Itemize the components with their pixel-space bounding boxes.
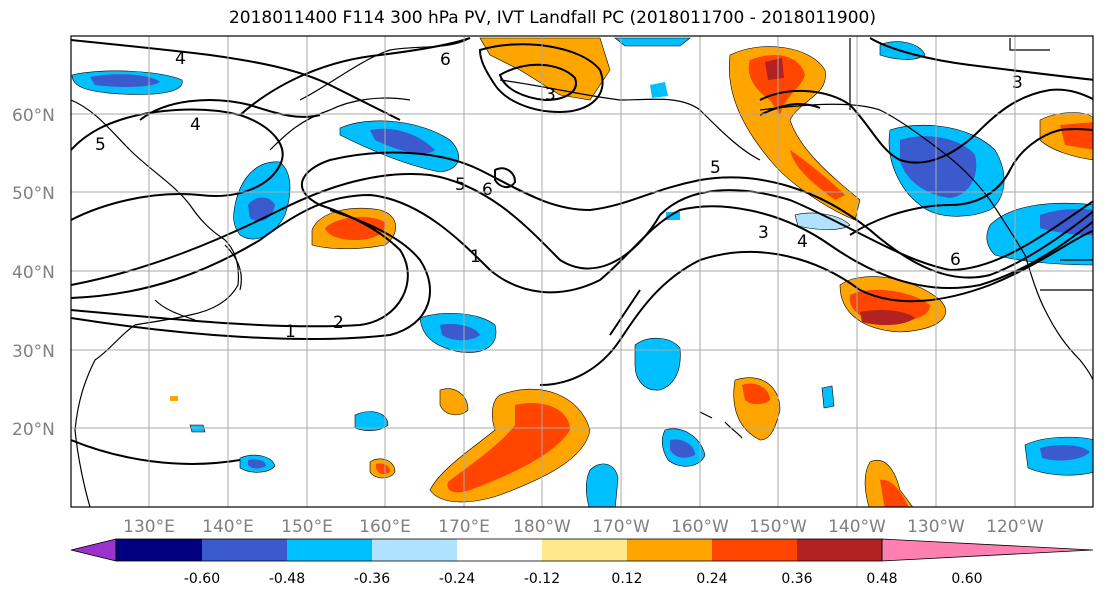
lat-label: 30°N bbox=[12, 342, 55, 362]
colorbar-tick-label: -0.36 bbox=[354, 571, 390, 587]
lon-label: 130°W bbox=[907, 517, 965, 537]
lon-label: 120°W bbox=[986, 517, 1044, 537]
lat-label: 40°N bbox=[12, 263, 55, 283]
contour-label: 6 bbox=[440, 50, 451, 70]
colorbar-extend-right bbox=[881, 538, 1094, 562]
gridlines bbox=[71, 36, 1093, 507]
colorbar-segment bbox=[202, 539, 287, 561]
contour-label: 4 bbox=[175, 49, 186, 69]
colorbar-segment bbox=[542, 539, 627, 561]
colorbar-tick-label: 0.60 bbox=[951, 571, 982, 587]
lon-label: 170°W bbox=[592, 517, 650, 537]
positive-anomaly-south bbox=[170, 377, 914, 507]
lon-label: 130°E bbox=[123, 517, 175, 537]
contour-label: 4 bbox=[190, 115, 201, 135]
lon-label: 160°W bbox=[671, 517, 729, 537]
lon-label: 140°W bbox=[828, 517, 886, 537]
contour-label: 5 bbox=[710, 158, 721, 178]
lat-label: 20°N bbox=[12, 420, 55, 440]
lon-label: 140°E bbox=[202, 517, 254, 537]
pv-contours bbox=[71, 37, 1093, 465]
negative-anomaly-north bbox=[71, 37, 1093, 266]
colorbar-tick-label: -0.60 bbox=[184, 571, 220, 587]
colorbar-tick-label: 0.12 bbox=[611, 571, 642, 587]
colorbar-segment bbox=[797, 539, 882, 561]
contour-label: 1 bbox=[470, 247, 481, 267]
plot-frame bbox=[70, 35, 1094, 508]
contour-label: 6 bbox=[482, 180, 493, 200]
contour-label: 5 bbox=[95, 135, 106, 155]
lat-label: 60°N bbox=[12, 106, 55, 126]
colorbar-segment bbox=[627, 539, 712, 561]
contour-label: 6 bbox=[950, 250, 961, 270]
contour-label: 2 bbox=[333, 313, 344, 333]
lon-label: 160°E bbox=[359, 517, 411, 537]
lon-label: 180°W bbox=[513, 517, 571, 537]
contour-label: 5 bbox=[455, 175, 466, 195]
colorbar-segment bbox=[372, 539, 457, 561]
lat-label: 50°N bbox=[12, 184, 55, 204]
contour-label: 3 bbox=[1012, 73, 1023, 93]
colorbar-segment bbox=[287, 539, 372, 561]
lon-label: 150°E bbox=[281, 517, 333, 537]
shaded-fields: 4 4 5 6 3 5 6 1 2 1 5 4 3 6 3 bbox=[71, 37, 1093, 507]
map-title: 2018011400 F114 300 hPa PV, IVT Landfall… bbox=[228, 8, 876, 28]
colorbar-tick-label: 0.48 bbox=[866, 571, 897, 587]
contour-label: 3 bbox=[545, 85, 556, 105]
contour-label: 4 bbox=[797, 232, 808, 252]
colorbar-tick-label: -0.12 bbox=[524, 571, 560, 587]
colorbar-tick-label: 0.24 bbox=[696, 571, 727, 587]
colorbar: -0.60 -0.48 -0.36 -0.24 -0.12 0.12 0.24 … bbox=[70, 538, 1094, 587]
contour-labels: 4 4 5 6 3 5 6 1 2 1 5 4 3 6 3 bbox=[95, 49, 1023, 342]
positive-anomaly-mid bbox=[311, 207, 946, 333]
contour-label: 3 bbox=[758, 223, 769, 243]
latitude-labels: 60°N 50°N 40°N 30°N 20°N bbox=[12, 106, 55, 440]
colorbar-segment bbox=[712, 539, 797, 561]
lon-label: 170°E bbox=[438, 517, 490, 537]
colorbar-extend-left bbox=[70, 538, 117, 562]
lon-label: 150°W bbox=[749, 517, 807, 537]
colorbar-tick-label: -0.24 bbox=[439, 571, 475, 587]
contour-label: 1 bbox=[285, 322, 296, 342]
colorbar-frame bbox=[115, 538, 883, 562]
colorbar-segment bbox=[457, 539, 542, 561]
colorbar-tick-label: -0.48 bbox=[269, 571, 305, 587]
colorbar-segment bbox=[116, 539, 202, 561]
colorbar-tick-label: 0.36 bbox=[781, 571, 812, 587]
negative-anomaly-south bbox=[189, 312, 1093, 507]
longitude-labels: 130°E 140°E 150°E 160°E 170°E 180°W 170°… bbox=[123, 517, 1044, 537]
